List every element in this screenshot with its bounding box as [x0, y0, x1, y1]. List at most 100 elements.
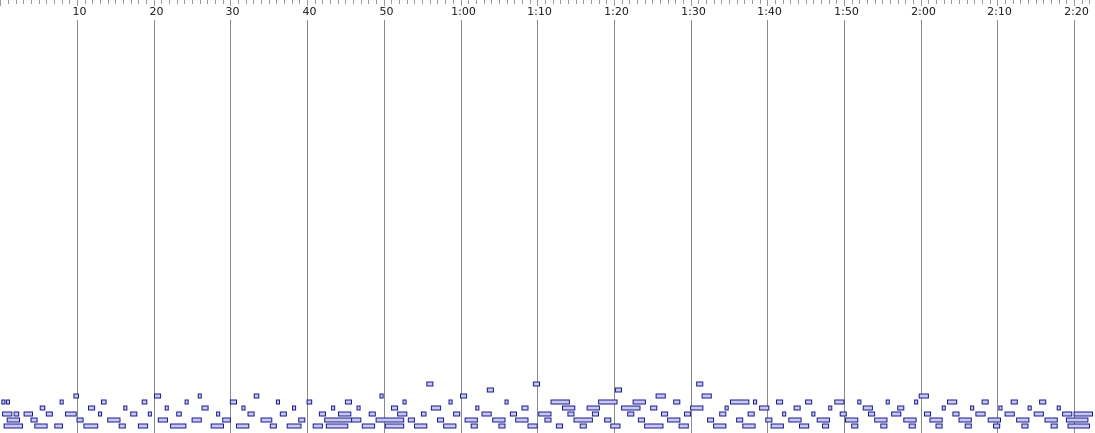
- note-block[interactable]: [661, 411, 669, 417]
- note-block[interactable]: [604, 417, 612, 423]
- note-block[interactable]: [498, 423, 506, 429]
- note-block[interactable]: [822, 423, 830, 429]
- note-block[interactable]: [632, 399, 646, 405]
- note-block[interactable]: [650, 405, 658, 411]
- note-block[interactable]: [701, 393, 712, 399]
- note-block[interactable]: [137, 423, 149, 429]
- note-block[interactable]: [993, 423, 1001, 429]
- note-block[interactable]: [292, 405, 297, 411]
- note-block[interactable]: [130, 411, 138, 417]
- note-block[interactable]: [356, 405, 361, 411]
- note-block[interactable]: [828, 405, 833, 411]
- note-block[interactable]: [562, 405, 576, 411]
- note-block[interactable]: [851, 423, 859, 429]
- note-block[interactable]: [201, 405, 209, 411]
- note-block[interactable]: [538, 411, 552, 417]
- note-block[interactable]: [987, 417, 1002, 423]
- note-block[interactable]: [59, 399, 64, 405]
- note-block[interactable]: [147, 411, 152, 417]
- note-block[interactable]: [1073, 411, 1093, 417]
- note-block[interactable]: [897, 405, 905, 411]
- note-block[interactable]: [486, 387, 494, 393]
- note-block[interactable]: [45, 411, 53, 417]
- note-block[interactable]: [170, 423, 187, 429]
- note-block[interactable]: [591, 411, 600, 417]
- note-block[interactable]: [891, 411, 902, 417]
- note-block[interactable]: [1056, 405, 1061, 411]
- note-block[interactable]: [154, 393, 162, 399]
- note-block[interactable]: [222, 417, 231, 423]
- note-block[interactable]: [375, 417, 405, 423]
- note-block[interactable]: [176, 411, 182, 417]
- note-block[interactable]: [414, 423, 428, 429]
- note-block[interactable]: [197, 393, 202, 399]
- note-block[interactable]: [637, 417, 646, 423]
- note-block[interactable]: [799, 423, 810, 429]
- note-block[interactable]: [903, 417, 917, 423]
- time-ruler[interactable]: 10 20 30 40 50 1:00 1:10 1:20 1:30 1:40 1:50 2:00 2:…: [0, 0, 1095, 20]
- note-block[interactable]: [550, 399, 570, 405]
- note-block[interactable]: [684, 411, 692, 417]
- note-block[interactable]: [914, 399, 919, 405]
- note-block[interactable]: [515, 417, 529, 423]
- note-block[interactable]: [610, 423, 621, 429]
- note-block[interactable]: [123, 405, 128, 411]
- note-block[interactable]: [88, 405, 96, 411]
- note-block[interactable]: [275, 399, 280, 405]
- note-block[interactable]: [141, 399, 148, 405]
- note-block[interactable]: [241, 405, 246, 411]
- note-block[interactable]: [527, 423, 538, 429]
- note-block[interactable]: [397, 411, 408, 417]
- note-block[interactable]: [834, 399, 845, 405]
- note-block[interactable]: [621, 405, 641, 411]
- note-block[interactable]: [191, 417, 202, 423]
- note-block[interactable]: [765, 417, 773, 423]
- note-block[interactable]: [532, 381, 541, 387]
- note-block[interactable]: [707, 417, 715, 423]
- note-block[interactable]: [544, 417, 552, 423]
- note-block[interactable]: [54, 423, 63, 429]
- note-block[interactable]: [448, 399, 453, 405]
- note-block[interactable]: [260, 417, 273, 423]
- note-block[interactable]: [475, 405, 480, 411]
- note-block[interactable]: [39, 405, 46, 411]
- note-block[interactable]: [924, 411, 932, 417]
- note-block[interactable]: [1065, 417, 1089, 423]
- note-block[interactable]: [908, 423, 916, 429]
- note-block[interactable]: [1027, 405, 1032, 411]
- note-block[interactable]: [947, 399, 958, 405]
- note-block[interactable]: [1016, 417, 1030, 423]
- note-block[interactable]: [312, 423, 323, 429]
- note-block[interactable]: [286, 423, 302, 429]
- note-block[interactable]: [361, 423, 376, 429]
- note-block[interactable]: [344, 399, 352, 405]
- note-layer[interactable]: [0, 20, 1095, 433]
- note-block[interactable]: [351, 417, 362, 423]
- note-block[interactable]: [279, 411, 287, 417]
- note-block[interactable]: [644, 423, 664, 429]
- note-block[interactable]: [236, 423, 250, 429]
- note-block[interactable]: [65, 411, 77, 417]
- note-block[interactable]: [437, 417, 445, 423]
- note-block[interactable]: [598, 399, 618, 405]
- note-block[interactable]: [1050, 423, 1058, 429]
- note-block[interactable]: [975, 411, 986, 417]
- note-block[interactable]: [655, 393, 666, 399]
- note-block[interactable]: [210, 423, 224, 429]
- note-block[interactable]: [736, 417, 744, 423]
- note-block[interactable]: [586, 405, 600, 411]
- note-block[interactable]: [713, 423, 727, 429]
- note-block[interactable]: [1062, 411, 1073, 417]
- note-block[interactable]: [73, 393, 80, 399]
- note-block[interactable]: [3, 423, 23, 429]
- note-block[interactable]: [759, 405, 770, 411]
- note-block[interactable]: [788, 417, 802, 423]
- note-block[interactable]: [941, 405, 946, 411]
- note-block[interactable]: [857, 399, 862, 405]
- note-block[interactable]: [76, 417, 84, 423]
- note-block[interactable]: [1004, 411, 1015, 417]
- note-block[interactable]: [426, 381, 434, 387]
- note-block[interactable]: [724, 405, 729, 411]
- note-block[interactable]: [964, 423, 972, 429]
- note-block[interactable]: [509, 411, 517, 417]
